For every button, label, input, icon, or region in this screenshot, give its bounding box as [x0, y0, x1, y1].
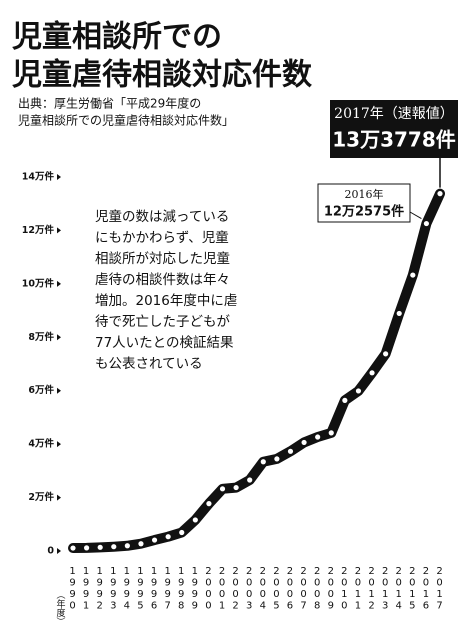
callout-box	[317, 183, 411, 223]
point	[410, 272, 416, 278]
point	[342, 397, 348, 403]
y-tick-label: 2万件	[28, 491, 54, 503]
annotation-line: 児童の数は減っている	[95, 208, 229, 225]
point	[233, 484, 239, 491]
point	[192, 517, 198, 523]
x-tick-label: 2012	[366, 566, 377, 612]
x-tick-label: 2003	[244, 566, 255, 612]
point	[219, 486, 226, 492]
callout-title: 2017年（速報値）	[334, 106, 454, 122]
x-tick-label: 1991	[81, 566, 92, 612]
y-tick-label: 8万件	[28, 331, 54, 343]
y-tick-label: 10万件	[22, 277, 55, 289]
x-tick-label: 2009	[325, 566, 336, 612]
annotation-line: にもかかわらず、児童	[95, 229, 229, 246]
point	[274, 456, 280, 462]
x-tick-label: 1997	[162, 566, 173, 612]
point	[328, 430, 334, 436]
value-label: 13万3778件	[332, 128, 456, 152]
point	[315, 434, 321, 440]
x-tick-label: 2010	[339, 566, 350, 612]
y-tick-label: 0	[47, 546, 54, 557]
x-tick-label: 2002	[230, 566, 241, 612]
x-tick-label: 1995	[135, 566, 146, 612]
point	[423, 220, 430, 227]
x-tick-label: 1996	[149, 566, 160, 612]
y-tick-label: 14万件	[22, 171, 55, 183]
point	[396, 310, 402, 317]
tick-mark	[57, 174, 61, 180]
annotation-line: 相談所が対応した児童	[95, 250, 230, 267]
point	[97, 544, 103, 550]
point	[260, 459, 266, 465]
point	[124, 543, 130, 549]
x-axis-label: （年度）	[55, 590, 66, 626]
point	[437, 191, 443, 197]
annotation: 児童の数は減っているにもかかわらず、児童相談所が対応した児童虐待の相談件数は年々…	[95, 208, 237, 372]
callout-leader	[409, 211, 422, 219]
chart-title: 児童虐待相談対応件数	[12, 58, 313, 93]
x-tick-label: 2016	[420, 566, 431, 612]
value-label: 12万2575件	[324, 204, 404, 220]
point	[111, 544, 117, 550]
point	[355, 388, 362, 394]
point	[83, 545, 90, 551]
callout-title: 2016年	[345, 187, 384, 201]
x-tick-label: 1993	[108, 566, 119, 612]
tick-mark	[57, 334, 61, 341]
x-tick-label: 2013	[380, 566, 391, 612]
x-tick-label: 2011	[352, 566, 363, 612]
x-tick-label: 1999	[189, 566, 200, 612]
x-tick-label: 2017	[434, 566, 445, 612]
tick-mark	[57, 441, 61, 448]
point	[151, 537, 158, 543]
point	[383, 351, 389, 357]
x-tick-label: 2014	[393, 566, 404, 612]
point	[179, 529, 185, 536]
source: 出典：厚生労働省「平成29年度の	[18, 96, 201, 111]
annotation-line: 虐待の相談件数は年々	[95, 272, 230, 288]
y-tick-label: 4万件	[28, 438, 54, 450]
x-tick-label: 2005	[271, 566, 282, 612]
tick-mark	[57, 548, 61, 554]
x-tick-label: 2006	[284, 566, 295, 612]
chart-title: 児童相談所での	[12, 20, 222, 55]
x-tick-label: 2015	[407, 566, 418, 612]
annotation-line: 増加。2016年度中に虐	[95, 293, 237, 309]
point	[165, 534, 171, 540]
point	[247, 477, 253, 483]
x-tick-label: 1990	[67, 566, 78, 612]
y-tick-label: 12万件	[22, 224, 55, 236]
annotation-line: も公表されている	[95, 356, 203, 372]
annotation-line: 待で死亡した子どもが	[95, 314, 230, 330]
x-tick-label: 2007	[298, 566, 309, 612]
x-tick-label: 1994	[121, 566, 132, 612]
callout-box	[330, 100, 458, 158]
x-tick-label: 2000	[203, 566, 214, 612]
tick-mark	[57, 387, 61, 394]
x-tick-label: 2008	[312, 566, 323, 612]
point	[287, 448, 294, 454]
tick-mark	[57, 227, 61, 234]
annotation-line: 77人いたとの検証結果	[95, 335, 234, 351]
tick-mark	[57, 280, 61, 287]
x-tick-label: 1998	[176, 566, 187, 612]
line	[68, 188, 445, 554]
x-tick-label: 2004	[257, 566, 268, 612]
tick-mark	[57, 494, 61, 501]
point	[206, 501, 212, 507]
x-tick-label: 2001	[217, 566, 228, 612]
point	[369, 370, 375, 376]
point	[70, 545, 76, 551]
source: 児童相談所での児童虐待相談対応件数」	[18, 113, 234, 128]
point	[301, 439, 307, 446]
point	[138, 541, 144, 547]
x-tick-label: 1992	[94, 566, 105, 612]
y-tick-label: 6万件	[28, 384, 54, 396]
